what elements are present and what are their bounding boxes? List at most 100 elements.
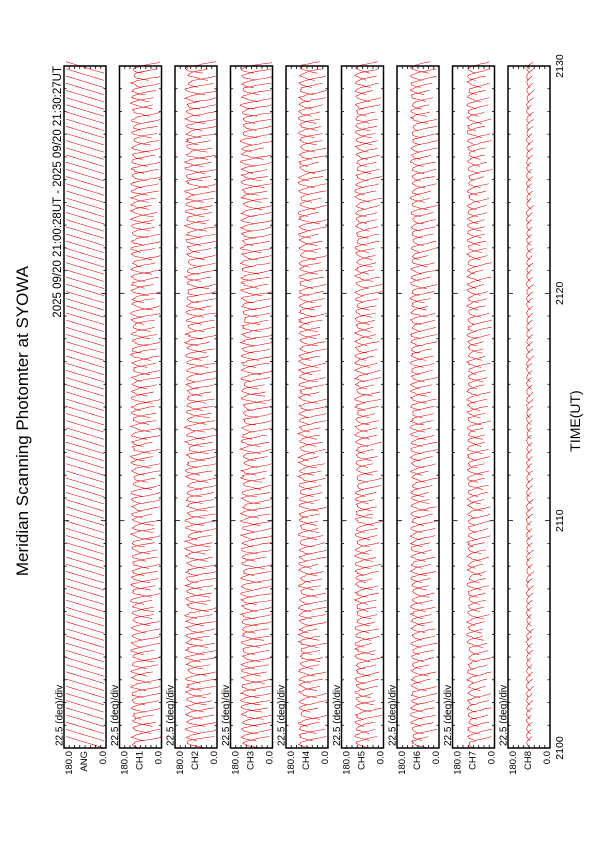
scan-traces bbox=[353, 61, 383, 749]
scan-trace bbox=[66, 484, 104, 498]
scan-trace bbox=[526, 248, 533, 261]
scan-trace bbox=[300, 585, 321, 598]
scan-trace bbox=[187, 736, 215, 749]
scan-trace bbox=[467, 61, 490, 74]
scan-trace bbox=[298, 671, 327, 684]
scan-trace bbox=[526, 449, 533, 461]
scan-trace bbox=[186, 456, 216, 469]
scan-trace bbox=[184, 513, 216, 526]
scan-trace bbox=[131, 219, 155, 232]
scan-trace bbox=[241, 427, 272, 440]
scan-trace bbox=[526, 513, 533, 526]
scan-trace bbox=[66, 262, 104, 275]
scan-trace bbox=[355, 61, 378, 74]
scan-trace bbox=[131, 736, 161, 749]
scan-trace bbox=[467, 197, 490, 210]
scan-trace bbox=[354, 650, 376, 663]
scan-trace bbox=[298, 283, 327, 296]
scan-trace bbox=[466, 499, 484, 512]
scan-trace bbox=[241, 327, 272, 340]
scan-trace bbox=[132, 334, 158, 347]
scan-trace bbox=[410, 398, 437, 411]
x-tick-label: 2130 bbox=[554, 54, 566, 78]
scan-trace bbox=[66, 700, 104, 713]
scan-trace bbox=[66, 556, 104, 569]
scan-trace bbox=[412, 319, 436, 332]
scan-trace bbox=[467, 334, 490, 347]
scan-trace bbox=[242, 111, 272, 124]
scan-trace bbox=[466, 391, 491, 404]
scan-trace bbox=[242, 341, 272, 354]
scan-trace bbox=[526, 305, 534, 318]
scan-trace bbox=[239, 97, 272, 110]
scan-trace bbox=[526, 621, 532, 634]
scan-trace bbox=[355, 133, 376, 146]
scan-trace bbox=[185, 133, 216, 146]
scan-trace bbox=[355, 118, 378, 131]
scan-trace bbox=[66, 291, 104, 304]
scan-trace bbox=[66, 657, 104, 670]
scan-trace bbox=[467, 556, 490, 569]
scan-trace bbox=[526, 470, 533, 483]
scan-trace bbox=[184, 327, 215, 340]
scan-trace bbox=[66, 126, 104, 139]
scan-trace bbox=[297, 635, 321, 648]
scan-trace bbox=[299, 700, 327, 713]
scan-trace bbox=[186, 413, 212, 426]
scan-trace bbox=[526, 585, 534, 598]
scan-trace bbox=[412, 406, 435, 419]
scan-trace bbox=[465, 671, 492, 684]
scan-trace bbox=[354, 183, 380, 196]
scan-trace bbox=[66, 406, 104, 419]
scan-trace bbox=[240, 578, 272, 591]
scan-trace bbox=[298, 391, 320, 404]
scan-trace bbox=[184, 700, 213, 713]
scan-trace bbox=[242, 520, 272, 533]
scan-trace bbox=[526, 434, 532, 447]
scan-trace bbox=[242, 82, 272, 95]
scan-trace bbox=[66, 463, 104, 476]
scan-trace bbox=[240, 370, 272, 383]
scan-trace bbox=[184, 542, 213, 555]
scan-trace bbox=[185, 176, 211, 189]
scan-trace bbox=[185, 377, 216, 390]
scale-label: 22.5 (deg)/div bbox=[55, 685, 66, 746]
scan-trace bbox=[468, 377, 488, 390]
scan-trace bbox=[299, 693, 327, 706]
scan-trace bbox=[187, 283, 216, 297]
scan-trace bbox=[130, 269, 161, 282]
scan-trace bbox=[354, 126, 378, 139]
scan-trace bbox=[526, 240, 533, 253]
scan-trace bbox=[241, 664, 269, 677]
scan-trace bbox=[298, 377, 326, 390]
scan-trace bbox=[299, 140, 323, 153]
scan-trace bbox=[355, 147, 378, 160]
scan-trace bbox=[526, 334, 533, 347]
scan-trace bbox=[298, 97, 326, 110]
scan-trace bbox=[240, 671, 268, 684]
panel-name: CH8 bbox=[523, 751, 534, 770]
scan-trace bbox=[298, 75, 326, 88]
scan-trace bbox=[66, 721, 104, 734]
scan-trace bbox=[129, 420, 157, 433]
scan-trace bbox=[466, 262, 492, 275]
scan-trace bbox=[410, 219, 436, 232]
scan-trace bbox=[241, 384, 266, 397]
scan-trace bbox=[354, 671, 380, 684]
y-min-label: 0.0 bbox=[154, 751, 165, 764]
scan-trace bbox=[296, 427, 321, 440]
scan-trace bbox=[299, 657, 323, 670]
scan-trace bbox=[243, 456, 268, 469]
scan-trace bbox=[186, 477, 216, 490]
scan-trace bbox=[241, 262, 271, 275]
scan-trace bbox=[241, 621, 272, 634]
scan-trace bbox=[184, 685, 216, 699]
scan-trace bbox=[297, 714, 327, 727]
scan-trace bbox=[526, 370, 533, 383]
scan-trace bbox=[410, 205, 438, 218]
scan-trace bbox=[525, 578, 533, 591]
scan-trace bbox=[131, 298, 155, 311]
scan-trace bbox=[299, 571, 324, 584]
scan-trace bbox=[410, 556, 436, 569]
scan-trace bbox=[187, 262, 216, 275]
